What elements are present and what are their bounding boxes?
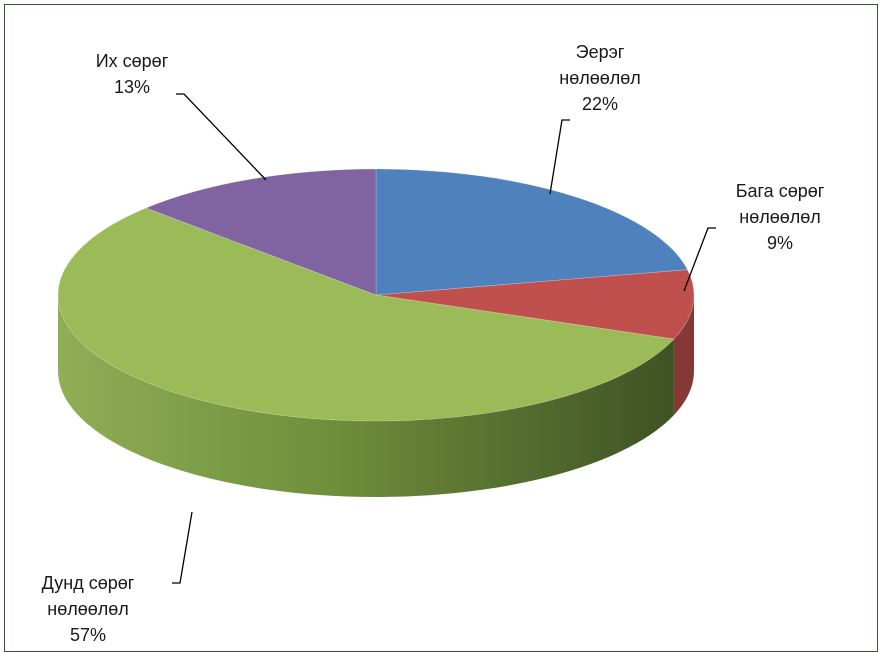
data-label-эерэг-нөлөөлөл: Эерэг нөлөөлөл 22% (559, 42, 641, 114)
leader-line-эерэг-нөлөөлөл (549, 119, 570, 195)
leader-line-дунд-сөрөг-нөлөөлөл (172, 511, 193, 584)
pie-slice-бага-сөрөг-нөлөөлөл (375, 269, 695, 340)
pie-slice-их-сөрөг (144, 168, 377, 296)
pie-side-бага-сөрөг-нөлөөлөл (673, 295, 694, 416)
pie-side-дунд-сөрөг-нөлөөлөл (58, 295, 674, 498)
data-label-их-сөрөг: Их сөрөг 13% (96, 51, 169, 97)
pie-slice-дунд-сөрөг-нөлөөлөл (57, 207, 675, 422)
leader-line-их-сөрөг (176, 93, 267, 181)
leader-line-бага-сөрөг-нөлөөлөл (683, 227, 716, 292)
data-label-бага-сөрөг-нөлөөлөл: Бага сөрөг нөлөөлөл 9% (736, 181, 825, 253)
data-label-дунд-сөрөг-нөлөөлөл: Дунд сөрөг нөлөөлөл 57% (42, 573, 135, 645)
pie-slice-эерэг-нөлөөлөл (375, 168, 689, 296)
